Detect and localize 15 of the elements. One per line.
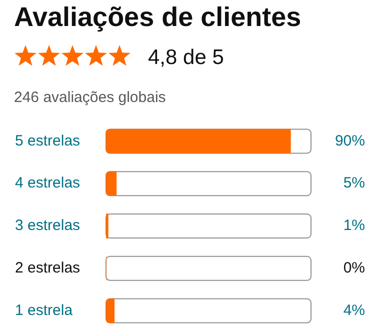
data-label: 5% [343,174,365,192]
chart-subtitle: 4,8 de 5 [148,46,224,70]
y-tick-label: 2 estrelas [15,260,80,277]
data-label: 1% [343,217,365,234]
chart-title: Avaliações de clientes [14,2,302,33]
y-tick-label: 5 estrelas [15,132,80,150]
bar [106,298,115,324]
data-label: 90% [334,132,365,150]
bar [106,171,117,196]
y-tick-label: 4 estrelas [15,174,80,192]
y-tick-label: 3 estrelas [15,217,80,234]
data-label: 0% [343,260,365,277]
y-tick-label: 1 estrela [15,302,74,319]
text: 246 avaliações globais [14,89,166,106]
data-label: 4% [343,302,365,319]
